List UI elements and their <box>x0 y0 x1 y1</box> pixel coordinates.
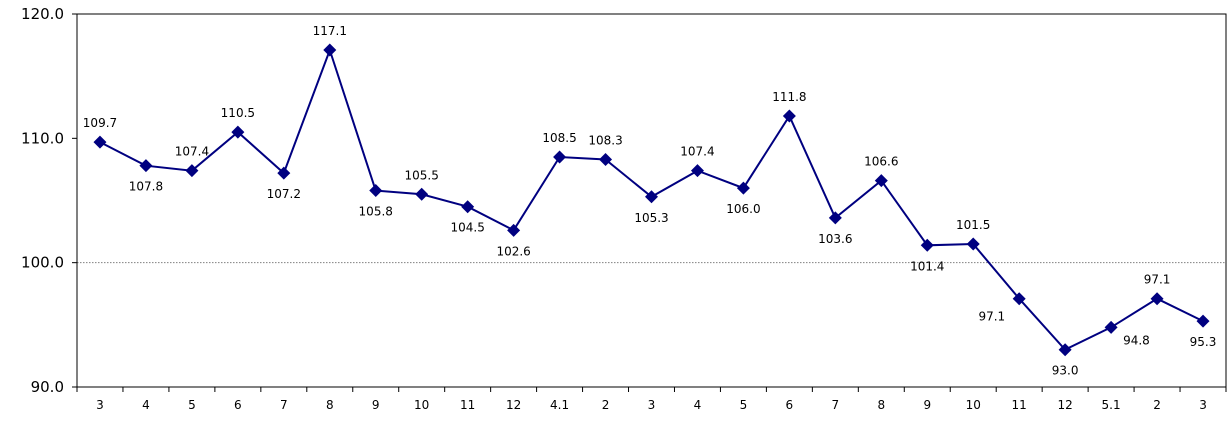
data-point-marker <box>1012 292 1026 306</box>
data-label: 105.8 <box>359 205 393 219</box>
x-tick-label: 3 <box>648 398 656 412</box>
data-label: 105.5 <box>405 168 439 182</box>
x-tick-label: 4 <box>694 398 702 412</box>
x-tick-label: 12 <box>506 398 521 412</box>
data-point-marker <box>93 135 107 149</box>
x-axis-ticks: 3 4 5 6 7 8 9 10 11 12 4.1 2 3 4 5 6 7 8 9 10 11 12 5.1 2 3 <box>76 387 1227 412</box>
data-point-marker <box>139 159 153 173</box>
plot-area <box>76 13 1227 388</box>
x-tick-label: 12 <box>1057 398 1072 412</box>
x-tick-label: 8 <box>877 398 885 412</box>
data-label: 117.1 <box>313 24 347 38</box>
data-label: 111.8 <box>772 90 806 104</box>
data-point-marker <box>231 125 245 139</box>
x-tick-label: 5.1 <box>1102 398 1121 412</box>
data-point-marker <box>828 211 842 225</box>
y-axis-ticks: 90.0 100.0 110.0 120.0 <box>21 5 77 396</box>
series-markers <box>93 43 1210 357</box>
x-tick-label: 6 <box>786 398 794 412</box>
data-label: 102.6 <box>496 244 530 258</box>
data-label: 108.3 <box>588 133 622 147</box>
x-tick-label: 8 <box>326 398 334 412</box>
data-label: 108.5 <box>542 131 576 145</box>
data-point-marker <box>185 164 199 178</box>
data-label: 93.0 <box>1052 364 1079 378</box>
data-point-marker <box>920 238 934 252</box>
data-label: 106.0 <box>726 202 760 216</box>
x-tick-label: 7 <box>280 398 288 412</box>
data-label: 94.8 <box>1123 333 1150 347</box>
data-label: 104.5 <box>450 221 484 235</box>
x-tick-label: 11 <box>1012 398 1027 412</box>
data-label: 95.3 <box>1190 335 1217 349</box>
data-label: 107.4 <box>175 145 209 159</box>
y-tick-label: 90.0 <box>31 378 64 396</box>
data-point-marker <box>645 190 658 204</box>
data-label: 109.7 <box>83 116 117 130</box>
data-point-marker <box>874 174 888 188</box>
x-tick-label: 3 <box>96 398 104 412</box>
data-label: 97.1 <box>978 310 1005 324</box>
y-tick-label: 120.0 <box>21 5 64 23</box>
data-label: 106.6 <box>864 155 898 169</box>
data-label: 107.4 <box>680 145 714 159</box>
x-tick-label: 9 <box>923 398 931 412</box>
data-point-marker <box>1150 292 1164 306</box>
data-point-marker <box>599 152 613 166</box>
x-tick-label: 4 <box>142 398 150 412</box>
data-point-marker <box>1104 320 1118 334</box>
data-labels: 109.7 107.8 107.4 110.5 107.2 117.1 105.8 105.5… <box>83 24 1217 378</box>
x-tick-label: 2 <box>1153 398 1161 412</box>
data-point-marker <box>553 150 567 164</box>
data-point-marker <box>277 166 291 180</box>
data-point-marker <box>782 109 796 123</box>
data-label: 97.1 <box>1144 273 1171 287</box>
y-tick-label: 100.0 <box>21 254 64 272</box>
data-label: 103.6 <box>818 232 852 246</box>
x-tick-label: 10 <box>414 398 429 412</box>
data-point-marker <box>461 200 475 214</box>
data-point-marker <box>369 184 383 198</box>
data-label: 101.4 <box>910 259 944 273</box>
data-point-marker <box>323 43 337 57</box>
x-tick-label: 3 <box>1199 398 1207 412</box>
y-tick-label: 110.0 <box>21 129 64 147</box>
x-tick-label: 7 <box>832 398 840 412</box>
data-label: 110.5 <box>221 106 255 120</box>
x-tick-label: 11 <box>460 398 475 412</box>
data-label: 107.2 <box>267 187 301 201</box>
data-point-marker <box>736 181 750 195</box>
data-point-marker <box>507 223 521 237</box>
data-point-marker <box>1196 314 1210 328</box>
data-label: 107.8 <box>129 180 163 194</box>
data-point-marker <box>690 164 704 178</box>
data-label: 101.5 <box>956 218 990 232</box>
data-label: 105.3 <box>634 211 668 225</box>
x-tick-label: 2 <box>602 398 610 412</box>
x-tick-label: 9 <box>372 398 380 412</box>
data-point-marker <box>415 187 429 201</box>
x-tick-label: 5 <box>188 398 196 412</box>
data-point-marker <box>1058 343 1072 357</box>
x-tick-label: 10 <box>966 398 981 412</box>
data-point-marker <box>966 237 980 251</box>
x-tick-label: 5 <box>740 398 748 412</box>
x-tick-label: 4.1 <box>550 398 569 412</box>
x-tick-label: 6 <box>234 398 242 412</box>
